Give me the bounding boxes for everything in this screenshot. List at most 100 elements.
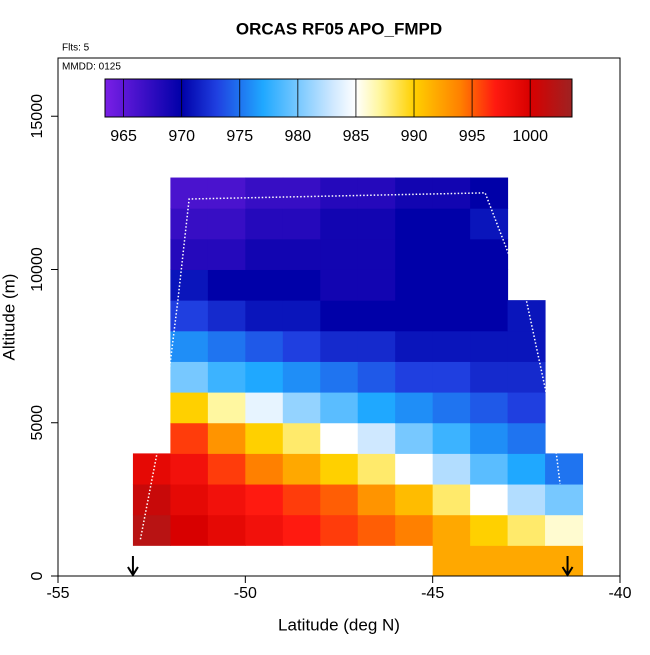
heatmap-cell <box>320 422 359 454</box>
heatmap-cell <box>282 392 321 424</box>
heatmap-cell <box>470 484 509 516</box>
heatmap-cell <box>545 514 584 546</box>
heatmap-cell <box>432 361 471 393</box>
heatmap-cell <box>320 514 359 546</box>
x-tick-label: -55 <box>46 585 69 602</box>
heatmap-cell <box>207 422 246 454</box>
heatmap-cell <box>170 238 209 270</box>
heatmap-cell <box>432 422 471 454</box>
colorbar-tick-label: 985 <box>343 128 370 145</box>
x-tick-label: -45 <box>421 585 444 602</box>
heatmap-cell <box>245 453 284 485</box>
heatmap-cell <box>357 177 396 209</box>
heatmap-cell <box>395 361 434 393</box>
heatmap-cell <box>320 453 359 485</box>
y-tick-label: 15000 <box>29 94 46 139</box>
y-tick-label: 0 <box>29 571 46 580</box>
heatmap-cell <box>432 269 471 301</box>
heatmap-cell <box>395 208 434 240</box>
heatmap-cell <box>320 484 359 516</box>
heatmap-cell <box>282 514 321 546</box>
heatmap-cell <box>470 300 509 332</box>
heatmap-cell <box>432 208 471 240</box>
heatmap-cell <box>320 300 359 332</box>
heatmap-cell <box>320 361 359 393</box>
heatmap-cell <box>357 484 396 516</box>
heatmap-cell <box>470 330 509 362</box>
heatmap-cell <box>470 422 509 454</box>
heatmap-cell <box>507 330 546 362</box>
heatmap-cell <box>357 238 396 270</box>
heatmap-cell <box>170 361 209 393</box>
heatmap-cell <box>207 453 246 485</box>
heatmap-cell <box>207 330 246 362</box>
heatmap-cell <box>545 453 584 485</box>
heatmap-cell <box>320 238 359 270</box>
heatmap-cell <box>207 361 246 393</box>
heatmap-cell <box>170 330 209 362</box>
heatmap-cell <box>245 330 284 362</box>
colorbar <box>104 78 573 118</box>
heatmap-cell <box>320 177 359 209</box>
heatmap-cell <box>395 300 434 332</box>
heatmap-cell <box>170 392 209 424</box>
arrow <box>127 556 139 577</box>
heatmap-cell <box>170 453 209 485</box>
heatmap-cell <box>395 238 434 270</box>
heatmap-cell <box>470 361 509 393</box>
heatmap-cell <box>207 208 246 240</box>
heatmap-cell <box>507 453 546 485</box>
heatmap-cell <box>432 453 471 485</box>
heatmap-cell <box>357 208 396 240</box>
colorbar-tick-label: 980 <box>284 128 311 145</box>
heatmap-cell <box>245 484 284 516</box>
y-axis-label: Altitude (m) <box>0 274 18 361</box>
heatmap-cell <box>395 269 434 301</box>
heatmap-cell <box>170 269 209 301</box>
heatmap-cell <box>432 300 471 332</box>
heatmap-cell <box>282 177 321 209</box>
colorbar-tick-label: 995 <box>459 128 486 145</box>
y-tick-label: 10000 <box>29 247 46 292</box>
chart-title: ORCAS RF05 APO_FMPD <box>236 19 442 38</box>
heatmap-cell <box>507 300 546 332</box>
heatmap-cell <box>395 514 434 546</box>
heatmap-cell <box>357 269 396 301</box>
x-tick-label: -40 <box>608 585 631 602</box>
heatmap-cell <box>395 392 434 424</box>
heatmap-cell <box>207 392 246 424</box>
heatmap-cell <box>282 269 321 301</box>
heatmap-cell <box>432 545 471 577</box>
heatmap-cell <box>470 269 509 301</box>
heatmap-cell <box>507 422 546 454</box>
heatmap-cell <box>545 484 584 516</box>
plot-frame <box>57 57 621 577</box>
heatmap-cell <box>470 238 509 270</box>
heatmap-cell <box>170 300 209 332</box>
heatmap-cell <box>357 514 396 546</box>
heatmap-cell <box>245 422 284 454</box>
heatmap-cell <box>170 422 209 454</box>
x-axis-label: Latitude (deg N) <box>278 615 400 634</box>
heatmap-cell <box>320 269 359 301</box>
heatmap-cell <box>395 330 434 362</box>
heatmap-cell <box>170 514 209 546</box>
heatmap-cell <box>282 330 321 362</box>
heatmap-cell <box>470 545 509 577</box>
heatmap-cell <box>432 238 471 270</box>
heatmap-cell <box>357 422 396 454</box>
heatmap-cell <box>357 453 396 485</box>
heatmap-cell <box>207 514 246 546</box>
heatmap-cell <box>170 177 209 209</box>
heatmap-cell <box>357 330 396 362</box>
colorbar-tick-label: 1000 <box>512 128 548 145</box>
heatmap-cell <box>470 453 509 485</box>
heatmap-cell <box>245 208 284 240</box>
heatmap-cell <box>470 514 509 546</box>
note: MMDD: 0125 <box>62 62 121 73</box>
heatmap-cell <box>245 300 284 332</box>
heatmap-cell <box>282 300 321 332</box>
heatmap-cell <box>245 392 284 424</box>
heatmap-cell <box>207 177 246 209</box>
heatmap-cell <box>245 238 284 270</box>
